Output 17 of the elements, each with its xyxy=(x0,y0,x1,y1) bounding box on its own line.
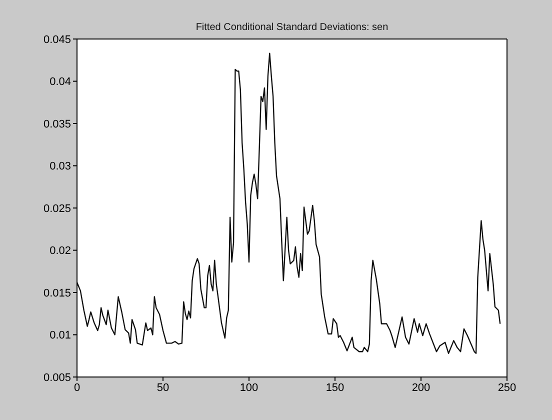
x-tick-label: 0 xyxy=(74,382,80,394)
y-tick-label: 0.04 xyxy=(50,76,71,88)
y-tick-label: 0.035 xyxy=(43,118,71,130)
line-series xyxy=(77,52,501,354)
x-tick-label: 50 xyxy=(156,382,170,394)
y-tick-label: 0.025 xyxy=(43,202,71,215)
chart-title: Fitted Conditional Standard Deviations: sen xyxy=(194,22,390,33)
y-tick-label: 0.01 xyxy=(50,330,71,342)
y-tick-label: 0.02 xyxy=(50,245,71,258)
x-tick-label: 250 xyxy=(498,382,516,394)
x-tick-label: 200 xyxy=(412,382,430,394)
x-tick-label: 100 xyxy=(240,382,258,394)
x-tick-label: 150 xyxy=(326,382,344,394)
y-tick-label: 0.005 xyxy=(43,372,71,384)
y-tick-label: 0.03 xyxy=(50,160,71,173)
y-tick-label: 0.045 xyxy=(43,34,71,46)
y-tick-label: 0.015 xyxy=(43,287,71,300)
